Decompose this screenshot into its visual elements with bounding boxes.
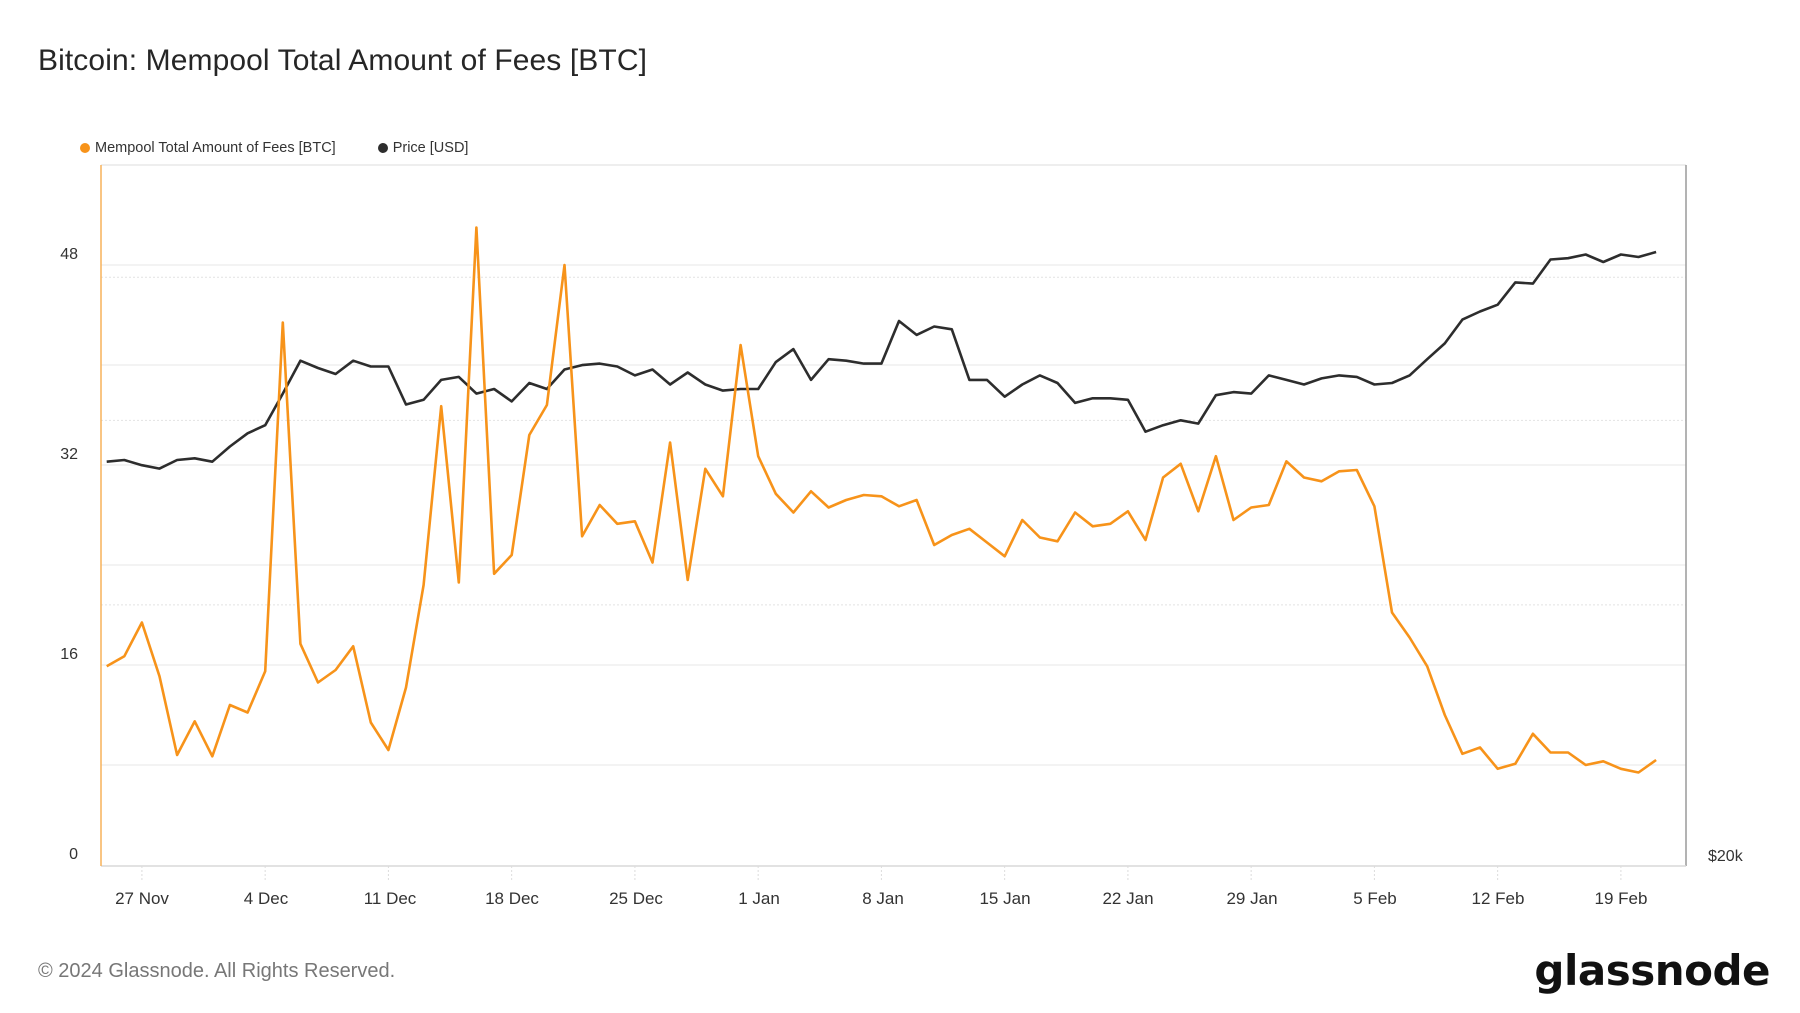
y-tick-label: 48	[60, 246, 78, 263]
x-tick-label: 5 Feb	[1353, 889, 1397, 908]
y-tick-label: 0	[69, 846, 78, 863]
x-tick-label: 25 Dec	[609, 889, 663, 908]
chart-title: Bitcoin: Mempool Total Amount of Fees [B…	[38, 44, 648, 77]
y-tick-label: 32	[60, 446, 78, 463]
x-tick-label: 22 Jan	[1102, 889, 1154, 908]
right-axis-label: $20k	[1708, 848, 1743, 865]
y-tick-label: 16	[60, 646, 78, 663]
x-tick-label: 12 Feb	[1471, 889, 1525, 908]
legend-item-fees[interactable]: Mempool Total Amount of Fees [BTC]	[80, 140, 336, 156]
fees-series-line	[106, 226, 1657, 774]
x-tick-label: 1 Jan	[738, 889, 780, 908]
price-series-line	[106, 250, 1657, 470]
x-tick-label: 8 Jan	[862, 889, 904, 908]
legend-label-fees: Mempool Total Amount of Fees [BTC]	[95, 140, 336, 156]
x-tick-label: 4 Dec	[243, 889, 289, 908]
glassnode-logo[interactable]: glassnode	[1534, 946, 1770, 995]
x-tick-label: 27 Nov	[115, 889, 169, 908]
legend-dot-icon	[377, 143, 388, 153]
legend: Mempool Total Amount of Fees [BTC] Price…	[80, 140, 510, 156]
x-tick-label: 19 Feb	[1594, 889, 1648, 908]
legend-label-price: Price [USD]	[392, 140, 469, 156]
x-tick-label: 15 Jan	[979, 889, 1031, 908]
x-tick-label: 11 Dec	[363, 889, 417, 908]
legend-item-price[interactable]: Price [USD]	[377, 140, 469, 156]
x-tick-label: 18 Dec	[485, 889, 539, 908]
copyright-text: © 2024 Glassnode. All Rights Reserved.	[38, 960, 396, 982]
legend-dot-icon	[80, 143, 90, 153]
x-tick-label: 29 Jan	[1226, 889, 1278, 908]
x-tick-marks	[141, 866, 1622, 880]
